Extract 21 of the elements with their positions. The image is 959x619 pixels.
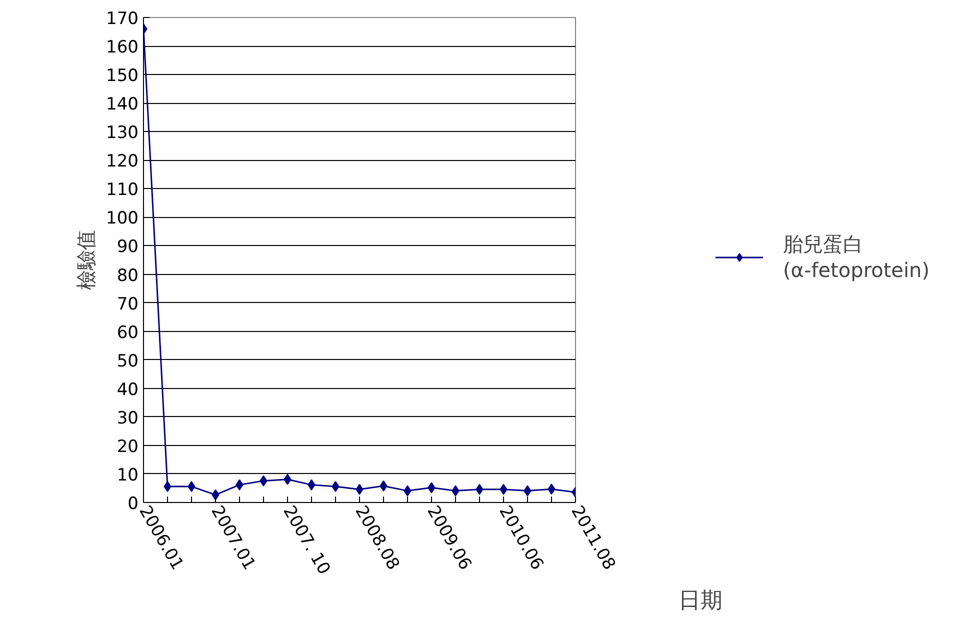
y-tick-label: 160 xyxy=(106,38,139,58)
y-tick-label: 150 xyxy=(106,66,139,86)
y-tick-label: 110 xyxy=(106,180,139,200)
x-axis-title: 日期 xyxy=(678,588,722,614)
y-tick-label: 50 xyxy=(116,351,139,372)
legend-label: 胎兒蛋白 (α-fetoprotein) xyxy=(783,231,930,282)
y-tick-label: 0 xyxy=(128,494,139,514)
y-tick-label: 170 xyxy=(106,9,139,29)
y-tick-label: 90 xyxy=(116,237,139,258)
y-tick-label: 80 xyxy=(116,266,139,286)
y-tick-label: 60 xyxy=(116,322,139,343)
y-tick-label: 30 xyxy=(116,408,139,428)
y-tick-label: 140 xyxy=(106,94,139,115)
y-tick-label: 40 xyxy=(116,380,139,400)
y-tick-label: 130 xyxy=(106,123,139,144)
y-tick-label: 100 xyxy=(106,208,139,229)
y-tick-label: 70 xyxy=(116,294,139,314)
y-tick-label: 10 xyxy=(116,465,139,486)
y-axis-title: 檢驗值 xyxy=(74,230,98,290)
y-tick-label: 120 xyxy=(106,152,139,172)
y-tick-label: 20 xyxy=(116,436,139,457)
